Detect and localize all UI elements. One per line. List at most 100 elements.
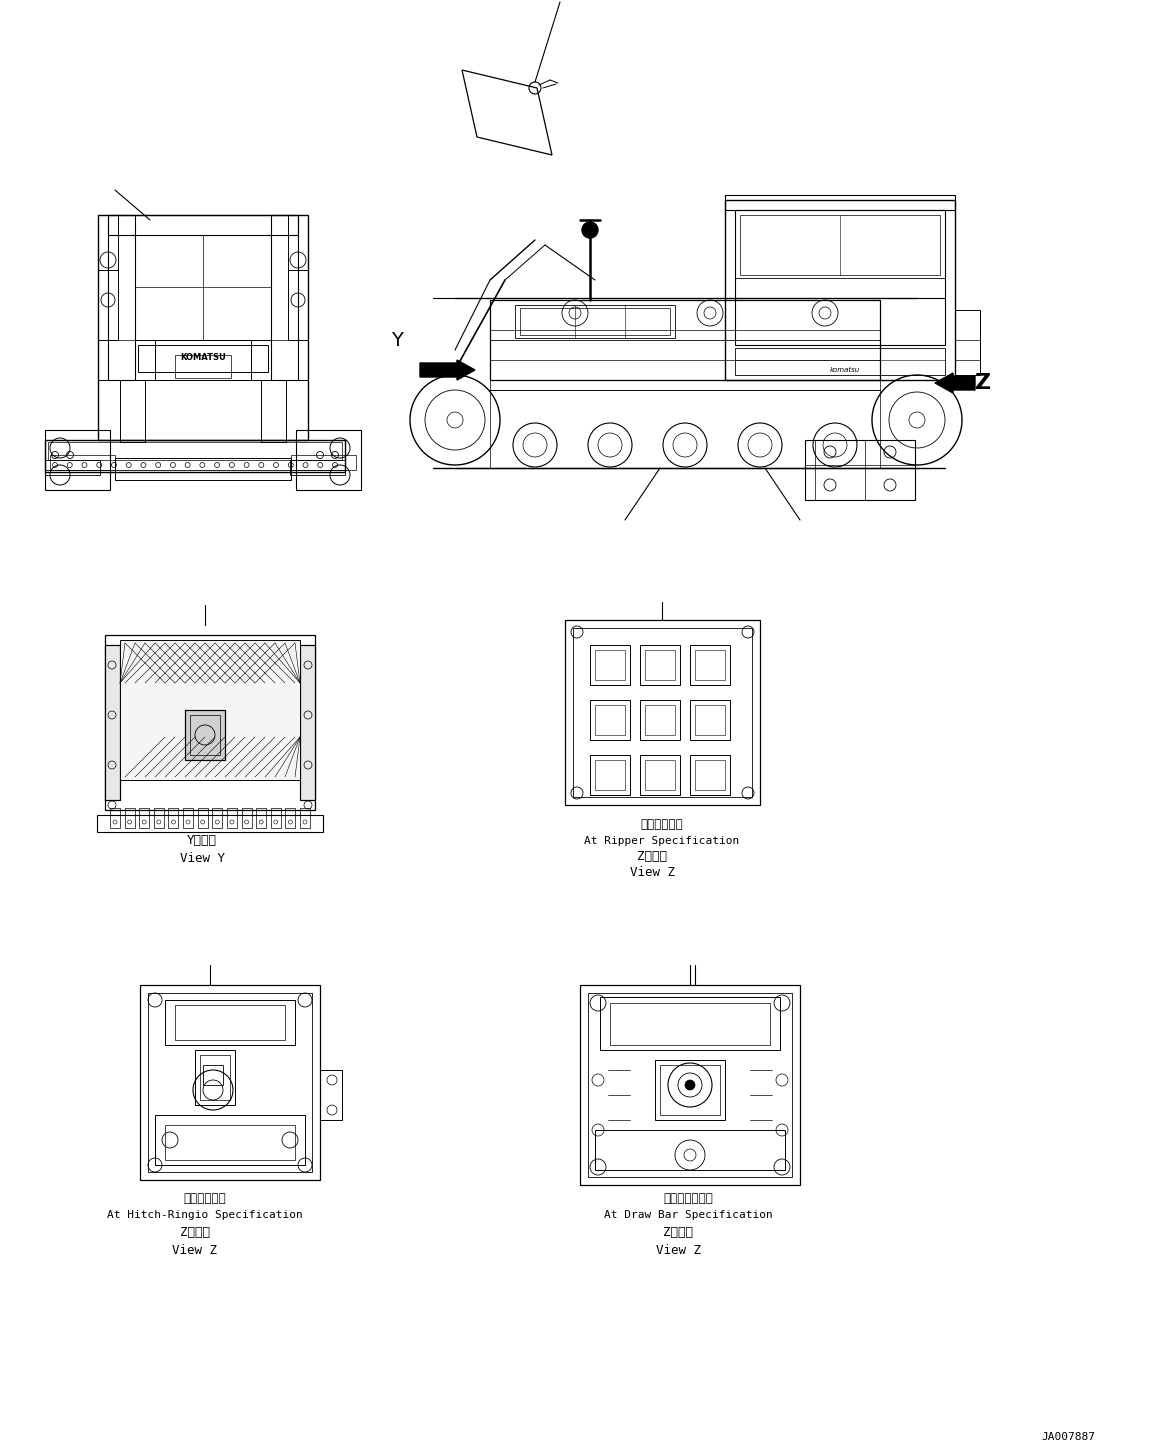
Bar [155,1114,305,1165]
FancyArrow shape [420,360,475,381]
Text: Y: Y [391,330,402,350]
Bar [124,808,135,828]
Bar [98,215,117,270]
Bar [288,215,308,270]
Bar [300,645,315,801]
Bar [520,308,670,336]
Bar [611,1003,770,1045]
Bar [140,808,149,828]
Bar [735,211,946,344]
Bar [595,705,625,735]
Text: ヒッチ仕様時: ヒッチ仕様時 [184,1191,227,1205]
Bar [297,430,361,490]
Bar [695,705,725,735]
Bar [169,808,178,828]
Bar [165,1000,295,1045]
Bar [97,815,323,833]
Bar [590,756,630,795]
Bar [198,808,208,828]
Bar [105,645,120,801]
Bar [200,1055,230,1100]
Bar [565,620,759,805]
Text: View Z: View Z [656,1244,700,1257]
Bar [288,270,308,340]
Bar [300,808,311,828]
Bar [48,442,342,461]
Text: At Draw Bar Specification: At Draw Bar Specification [604,1210,772,1221]
Bar [138,344,267,372]
FancyArrow shape [935,373,975,392]
Text: View Z: View Z [172,1244,217,1257]
Bar [600,997,780,1051]
Bar [590,645,630,684]
Text: View Z: View Z [629,866,675,879]
Bar [50,455,115,469]
Bar [805,440,915,500]
Bar [290,461,345,475]
Bar [110,808,120,828]
Text: Y　　視: Y 視 [187,834,217,847]
Text: Z　　視: Z 視 [663,1225,693,1238]
Bar [573,628,752,798]
Bar [261,381,286,442]
Bar [740,215,940,275]
Bar [645,760,675,790]
Bar [690,645,730,684]
Circle shape [582,222,598,238]
Bar [183,808,193,828]
Text: Z　　視: Z 視 [180,1225,211,1238]
Bar [204,1065,223,1085]
Bar [174,355,231,378]
Bar [645,649,675,680]
Bar [690,700,730,740]
Text: komatsu: komatsu [830,368,861,373]
Bar [271,808,280,828]
Bar [242,808,251,828]
Text: Z: Z [975,373,991,392]
Text: ドローバ仕様時: ドローバ仕様時 [663,1191,713,1205]
Bar [195,1051,235,1104]
Bar [105,645,120,801]
Bar [645,705,675,735]
Text: At Ripper Specification: At Ripper Specification [584,835,740,846]
Bar [588,992,792,1177]
Text: At Hitch-Ringio Specification: At Hitch-Ringio Specification [107,1210,302,1221]
Bar [955,309,980,375]
Bar [185,711,224,760]
Bar [115,458,291,479]
Bar [45,461,100,475]
Bar [640,756,680,795]
Bar [595,1130,785,1170]
Bar [190,715,220,756]
Text: リッパ仕様時: リッパ仕様時 [641,818,684,831]
Bar [490,299,880,381]
Bar [120,639,300,780]
Bar [291,455,356,469]
Bar [640,645,680,684]
Bar [155,340,251,381]
Bar [213,808,222,828]
Bar [45,440,345,472]
Bar [165,1125,295,1159]
Bar [45,430,110,490]
Bar [590,700,630,740]
Bar [135,235,271,340]
Bar [300,645,315,801]
Bar [515,305,675,339]
Bar [725,195,955,211]
Text: JA007887: JA007887 [1041,1433,1096,1441]
Bar [108,215,298,235]
Bar [655,1061,725,1120]
Bar [120,381,145,442]
Bar [690,756,730,795]
Bar [725,201,955,381]
Bar [271,215,298,381]
Bar [227,808,237,828]
Text: Z　　視: Z 視 [637,850,668,863]
Bar [154,808,164,828]
Bar [640,700,680,740]
Bar [148,992,312,1173]
Bar [659,1065,720,1114]
Text: KOMATSU: KOMATSU [180,353,226,362]
Bar [256,808,266,828]
